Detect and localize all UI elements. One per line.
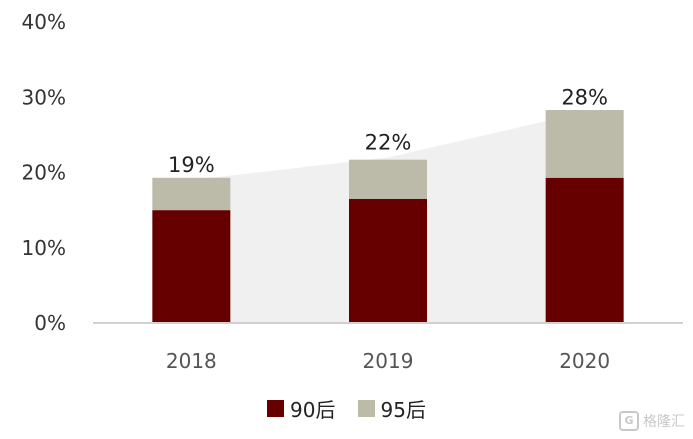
bar-2018-series-0[interactable] [152,210,231,323]
y-tick-label: 30% [22,85,66,109]
x-tick-label: 2018 [166,349,217,373]
y-tick-label: 20% [22,161,66,185]
legend-swatch-95 [357,400,375,417]
bar-2019-series-0[interactable] [349,198,427,323]
legend-label-90: 90后 [290,398,336,422]
bar-2020-series-0[interactable] [545,177,624,323]
legend-item-95[interactable]: 95后 [357,394,426,423]
legend-swatch-90 [267,400,285,417]
watermark-logo-icon: G [619,411,639,431]
y-tick-label: 40% [22,10,66,34]
legend-item-90[interactable]: 90后 [267,394,336,423]
legend-label-95: 95后 [380,398,426,422]
total-data-label: 19% [168,153,215,177]
bar-2018-series-1[interactable] [152,177,231,211]
x-tick-label: 2020 [559,349,610,373]
x-tick-label: 2019 [363,349,414,373]
legend: 90后 95后 [0,394,693,423]
total-data-label: 22% [365,130,412,154]
stacked-bar-chart: 0% 10% 20% 30% 40% 2018 2019 2020 19% 22% 28% [22,10,683,373]
watermark-text: 格隆汇 [643,414,685,430]
bar-2020-series-1[interactable] [545,110,624,178]
y-tick-label: 10% [22,236,66,260]
y-tick-label: 0% [34,311,66,335]
watermark: G 格隆汇 [619,411,685,431]
bar-2019-series-1[interactable] [349,159,427,199]
total-data-label: 28% [561,85,608,109]
